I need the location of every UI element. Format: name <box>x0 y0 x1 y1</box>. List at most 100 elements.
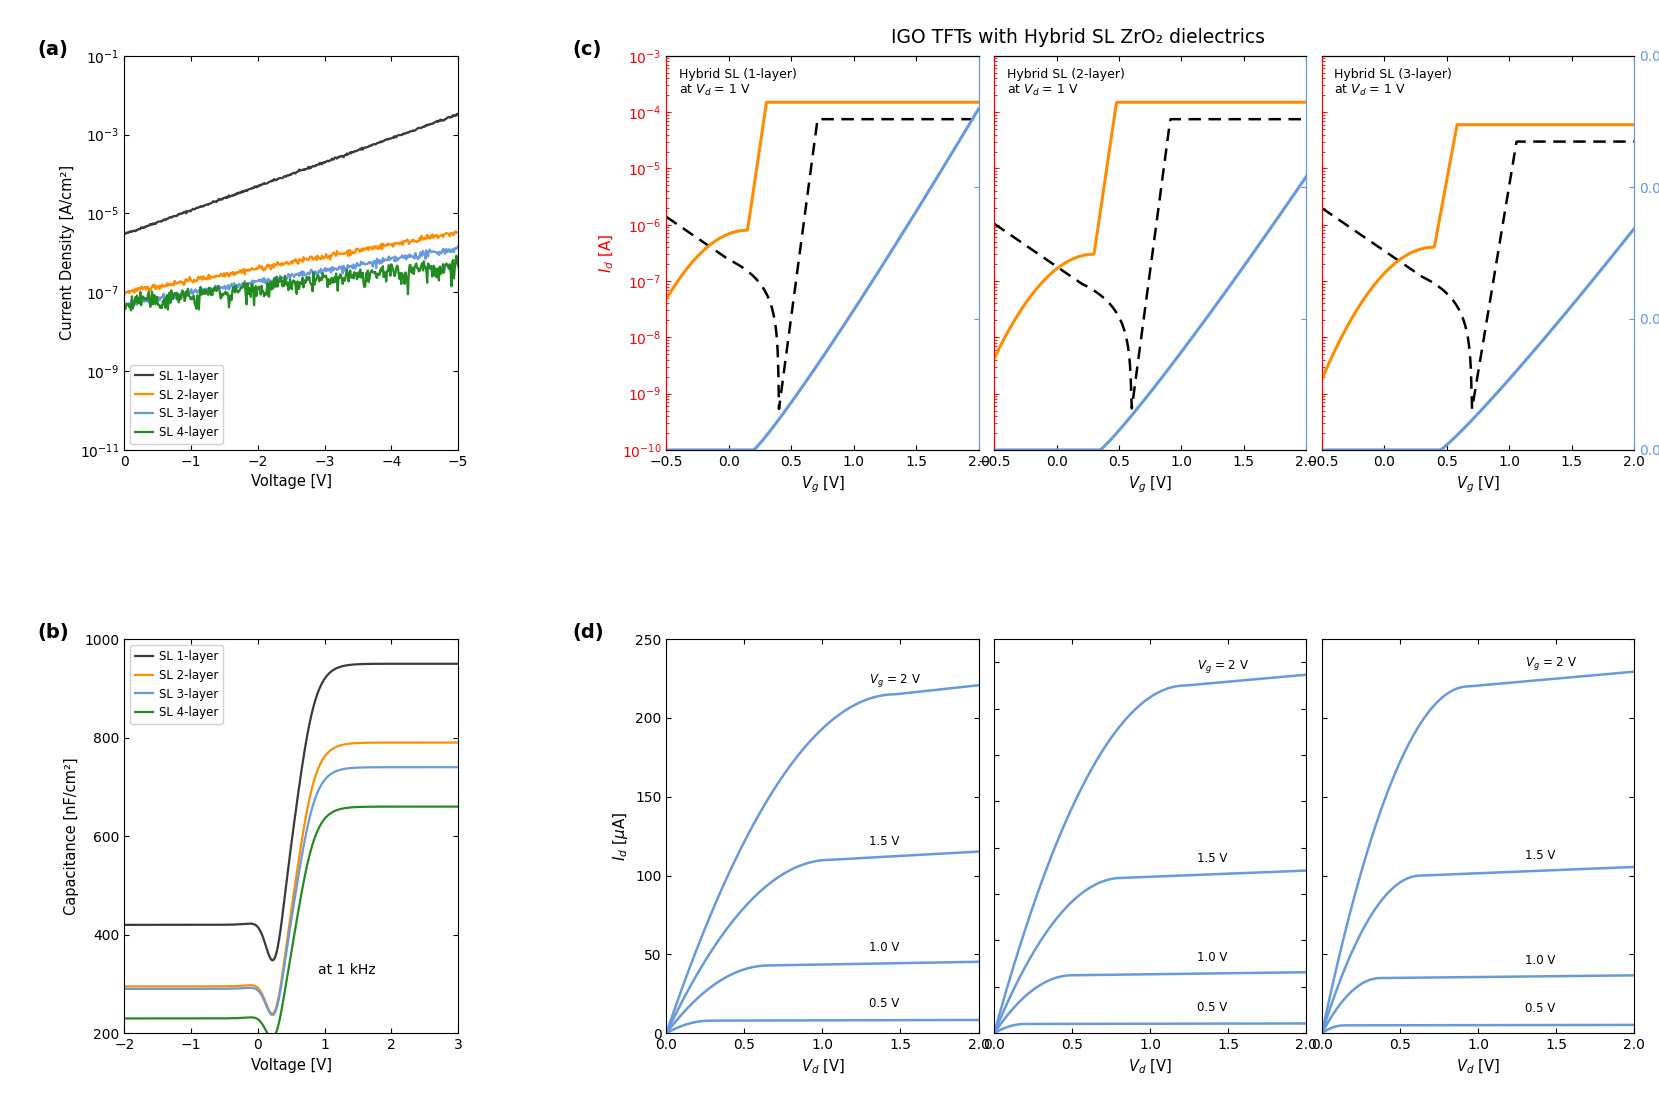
SL 2-layer <box>114 980 134 993</box>
SL 2-layer <box>448 736 468 750</box>
Text: at 1 kHz: at 1 kHz <box>319 963 375 977</box>
Text: (b): (b) <box>38 623 70 642</box>
SL 3-layer <box>274 964 294 977</box>
SL 2-layer <box>154 279 174 293</box>
SL 3-layer <box>275 951 295 964</box>
SL 1-layer <box>448 657 468 670</box>
Line: SL 3-layer: SL 3-layer <box>124 247 458 305</box>
Text: Hybrid SL (1-layer)
at $V_d$ = 1 V: Hybrid SL (1-layer) at $V_d$ = 1 V <box>679 68 796 98</box>
SL 4-layer <box>275 980 295 993</box>
Text: $V_g$ = 2 V: $V_g$ = 2 V <box>1525 655 1578 671</box>
Line: SL 3-layer: SL 3-layer <box>124 767 458 1015</box>
Text: Hybrid SL (3-layer)
at $V_d$ = 1 V: Hybrid SL (3-layer) at $V_d$ = 1 V <box>1334 68 1452 98</box>
Text: (d): (d) <box>572 623 604 642</box>
SL 4-layer <box>358 264 378 277</box>
SL 1-layer <box>156 213 176 227</box>
Text: IGO TFTs with Hybrid SL ZrO₂ dielectrics: IGO TFTs with Hybrid SL ZrO₂ dielectrics <box>891 28 1266 47</box>
Legend: SL 1-layer, SL 2-layer, SL 3-layer, SL 4-layer: SL 1-layer, SL 2-layer, SL 3-layer, SL 4… <box>131 645 222 724</box>
SL 1-layer <box>441 657 461 670</box>
Text: 1.0 V: 1.0 V <box>1198 951 1228 964</box>
SL 1-layer <box>448 107 468 121</box>
Text: 1.5 V: 1.5 V <box>869 834 899 848</box>
SL 2-layer <box>295 811 315 824</box>
SL 3-layer <box>448 240 468 254</box>
SL 2-layer <box>388 736 408 750</box>
Y-axis label: Capacitance [nF/cm²]: Capacitance [nF/cm²] <box>65 757 80 915</box>
Legend: SL 1-layer, SL 2-layer, SL 3-layer, SL 4-layer: SL 1-layer, SL 2-layer, SL 3-layer, SL 4… <box>131 365 222 445</box>
SL 4-layer <box>325 275 345 288</box>
SL 2-layer <box>314 752 333 765</box>
SL 2-layer <box>448 226 468 239</box>
SL 4-layer <box>446 249 466 262</box>
SL 2-layer <box>357 242 377 256</box>
Text: 0.5 V: 0.5 V <box>1525 1002 1554 1015</box>
SL 1-layer <box>262 954 282 967</box>
SL 1-layer <box>116 227 136 240</box>
SL 3-layer <box>295 829 315 842</box>
SL 3-layer <box>358 257 378 270</box>
Text: $V_g$ = 2 V: $V_g$ = 2 V <box>869 672 921 689</box>
SL 2-layer <box>355 241 375 255</box>
SL 4-layer <box>247 280 267 294</box>
SL 3-layer <box>116 298 136 312</box>
X-axis label: $V_d$ [V]: $V_d$ [V] <box>1457 1058 1500 1076</box>
Text: 1.5 V: 1.5 V <box>1525 849 1554 861</box>
SL 1-layer <box>114 918 134 932</box>
SL 2-layer <box>247 261 267 275</box>
SL 3-layer <box>388 761 408 774</box>
SL 4-layer <box>448 800 468 813</box>
SL 4-layer <box>156 302 176 315</box>
SL 4-layer <box>224 280 244 294</box>
SL 3-layer <box>448 761 468 774</box>
X-axis label: $V_g$ [V]: $V_g$ [V] <box>1128 475 1173 495</box>
SL 1-layer <box>388 657 408 670</box>
Line: SL 4-layer: SL 4-layer <box>124 256 458 311</box>
Text: 1.0 V: 1.0 V <box>1525 954 1554 966</box>
SL 4-layer <box>262 1031 282 1044</box>
SL 2-layer <box>275 945 295 958</box>
SL 4-layer <box>314 813 333 827</box>
Text: 0.5 V: 0.5 V <box>869 997 899 1011</box>
SL 2-layer <box>224 265 244 278</box>
Text: $V_g$ = 2 V: $V_g$ = 2 V <box>1198 658 1249 675</box>
Line: SL 2-layer: SL 2-layer <box>124 743 458 1013</box>
SL 4-layer <box>357 267 377 280</box>
Text: Hybrid SL (2-layer)
at $V_d$ = 1 V: Hybrid SL (2-layer) at $V_d$ = 1 V <box>1007 68 1125 98</box>
X-axis label: $V_d$ [V]: $V_d$ [V] <box>1128 1058 1173 1076</box>
Text: 0.5 V: 0.5 V <box>1198 1001 1228 1014</box>
SL 2-layer <box>441 736 461 750</box>
SL 3-layer <box>247 275 267 288</box>
SL 2-layer <box>262 1006 282 1020</box>
SL 2-layer <box>114 288 134 302</box>
Text: (c): (c) <box>572 40 602 59</box>
SL 1-layer <box>275 884 295 897</box>
Y-axis label: Current Density [A/cm²]: Current Density [A/cm²] <box>60 165 75 341</box>
Text: 1.0 V: 1.0 V <box>869 941 899 954</box>
Line: SL 1-layer: SL 1-layer <box>124 663 458 961</box>
SL 3-layer <box>314 774 333 787</box>
SL 4-layer <box>114 300 134 314</box>
SL 4-layer <box>441 800 461 813</box>
SL 3-layer <box>357 258 377 271</box>
Line: SL 1-layer: SL 1-layer <box>124 114 458 233</box>
X-axis label: $V_g$ [V]: $V_g$ [V] <box>1457 475 1500 495</box>
SL 1-layer <box>274 899 294 913</box>
SL 2-layer <box>274 960 294 973</box>
Y-axis label: $I_d$ [$\mu$A]: $I_d$ [$\mu$A] <box>611 811 629 861</box>
Line: SL 2-layer: SL 2-layer <box>124 231 458 295</box>
SL 4-layer <box>114 1012 134 1025</box>
SL 3-layer <box>224 276 244 289</box>
SL 3-layer <box>262 1009 282 1022</box>
X-axis label: $V_d$ [V]: $V_d$ [V] <box>801 1058 844 1076</box>
Text: 1.5 V: 1.5 V <box>1198 852 1228 865</box>
X-axis label: Voltage [V]: Voltage [V] <box>251 1058 332 1072</box>
Line: SL 4-layer: SL 4-layer <box>124 806 458 1038</box>
SL 4-layer <box>295 866 315 879</box>
Y-axis label: $I_d$ [A]: $I_d$ [A] <box>597 233 617 273</box>
SL 3-layer <box>325 261 345 275</box>
Text: (a): (a) <box>38 40 68 59</box>
SL 3-layer <box>114 982 134 995</box>
SL 1-layer <box>247 180 267 193</box>
SL 4-layer <box>274 992 294 1005</box>
SL 3-layer <box>156 292 176 305</box>
